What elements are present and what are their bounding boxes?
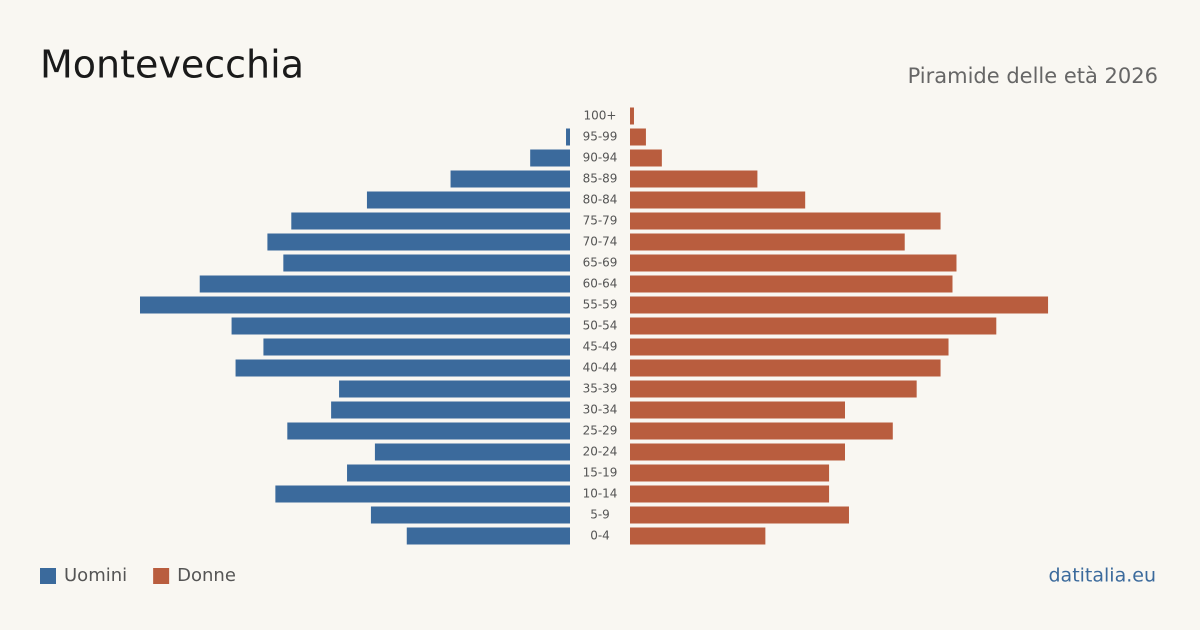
bar-male: [406, 527, 570, 545]
bar-male: [287, 422, 570, 440]
age-label: 100+: [584, 109, 617, 123]
bar-female: [630, 527, 766, 545]
age-label: 25-29: [583, 424, 618, 438]
bar-male: [231, 317, 570, 335]
bar-female: [630, 338, 949, 356]
age-label: 60-64: [583, 277, 618, 291]
bar-female: [630, 254, 957, 272]
bar-male: [140, 296, 570, 314]
age-label: 65-69: [583, 256, 618, 270]
bar-female: [630, 212, 941, 230]
bar-female: [630, 296, 1049, 314]
bar-female: [630, 233, 905, 251]
bar-female: [630, 422, 893, 440]
bar-male: [530, 149, 570, 167]
bar-female: [630, 506, 849, 524]
age-label: 0-4: [590, 529, 610, 543]
bar-female: [630, 317, 997, 335]
age-label: 90-94: [583, 151, 618, 165]
bar-female: [630, 443, 845, 461]
age-label: 15-19: [583, 466, 618, 480]
bar-female: [630, 149, 662, 167]
source: datitalia.eu: [1049, 565, 1157, 587]
bar-male: [263, 338, 570, 356]
bar-female: [630, 380, 917, 398]
age-label: 85-89: [583, 172, 618, 186]
bar-male: [283, 254, 570, 272]
age-label: 30-34: [583, 403, 618, 417]
legend-swatch: [40, 568, 56, 584]
legend-swatch: [153, 568, 170, 584]
bar-male: [291, 212, 570, 230]
legend-label: Donne: [177, 565, 236, 586]
bar-male: [370, 506, 570, 524]
age-label: 10-14: [583, 487, 618, 501]
age-label: 45-49: [583, 340, 618, 354]
age-label: 80-84: [583, 193, 618, 207]
bar-male: [366, 191, 570, 209]
age-label: 70-74: [583, 235, 618, 249]
bar-female: [630, 275, 953, 293]
age-label: 75-79: [583, 214, 618, 228]
chart-title: Montevecchia: [40, 43, 304, 87]
age-label: 5-9: [590, 508, 610, 522]
bar-female: [630, 464, 830, 482]
bar-male: [199, 275, 570, 293]
age-label: 20-24: [583, 445, 618, 459]
bar-female: [630, 128, 646, 146]
age-label: 35-39: [583, 382, 618, 396]
bar-male: [339, 380, 570, 398]
bar-female: [630, 359, 941, 377]
bar-female: [630, 485, 830, 503]
bar-male: [275, 485, 570, 503]
bar-female: [630, 401, 845, 419]
bar-male: [235, 359, 571, 377]
bar-male: [450, 170, 570, 188]
age-label: 40-44: [583, 361, 618, 375]
bar-male: [347, 464, 570, 482]
bar-female: [630, 191, 806, 209]
bar-male: [374, 443, 570, 461]
age-label: 95-99: [583, 130, 618, 144]
bar-male: [267, 233, 570, 251]
legend-label: Uomini: [64, 565, 127, 586]
bar-female: [630, 107, 634, 125]
bar-female: [630, 170, 758, 188]
bar-male: [566, 128, 570, 146]
age-label: 55-59: [583, 298, 618, 312]
age-label: 50-54: [583, 319, 618, 333]
chart-subtitle: Piramide delle età 2026: [908, 64, 1158, 88]
bar-male: [331, 401, 570, 419]
